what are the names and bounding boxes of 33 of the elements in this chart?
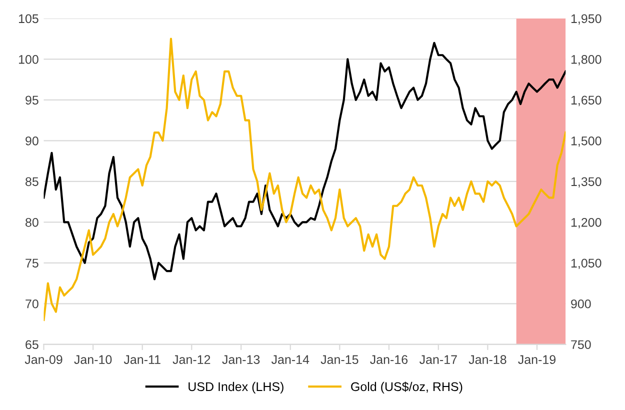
x-tick-label: Jan-18 [468, 355, 506, 364]
y-tick-label: 65 [26, 340, 38, 350]
legend-label: USD Index (LHS) [188, 382, 284, 394]
y2-tick-label: 1,800 [571, 54, 602, 66]
y-tick-label: 70 [26, 299, 38, 308]
y2-tick-label: 1,350 [571, 177, 602, 188]
line-series [44, 38, 566, 321]
y2-tick-label: 1,050 [571, 258, 602, 270]
x-tick-label: Jan-11 [124, 355, 160, 364]
x-tick-label: Jan-12 [172, 355, 210, 364]
y-tick-label: 100 [18, 54, 38, 64]
y2-tick-label: 1,650 [571, 96, 602, 106]
x-tick-label: Jan-10 [74, 355, 112, 364]
y2-tick-label: 1,500 [571, 136, 602, 147]
x-tick-label: Jan-17 [419, 355, 457, 364]
legend-label: Gold (US$/oz, RHS) [351, 382, 462, 394]
line-series [44, 42, 566, 280]
y2-tick-label: 1,950 [571, 14, 602, 25]
x-tick-label: Jan-16 [370, 355, 408, 364]
y-tick-label: 75 [26, 258, 38, 268]
y-tick-label: 90 [26, 136, 38, 146]
y-tick-label: 105 [18, 14, 38, 24]
y-tick-label: 85 [26, 177, 38, 186]
x-tick-label: Jan-19 [518, 355, 556, 364]
y2-tick-label: 900 [571, 299, 591, 308]
x-tick-label: Jan-09 [24, 355, 62, 364]
x-tick-label: Jan-15 [320, 355, 358, 364]
x-tick-label: Jan-14 [271, 355, 310, 364]
y2-tick-label: 1,200 [571, 218, 602, 228]
y-tick-label: 80 [26, 218, 38, 227]
y-tick-label: 95 [26, 96, 38, 105]
x-tick-label: Jan-13 [222, 355, 260, 364]
y2-tick-label: 750 [571, 340, 591, 350]
